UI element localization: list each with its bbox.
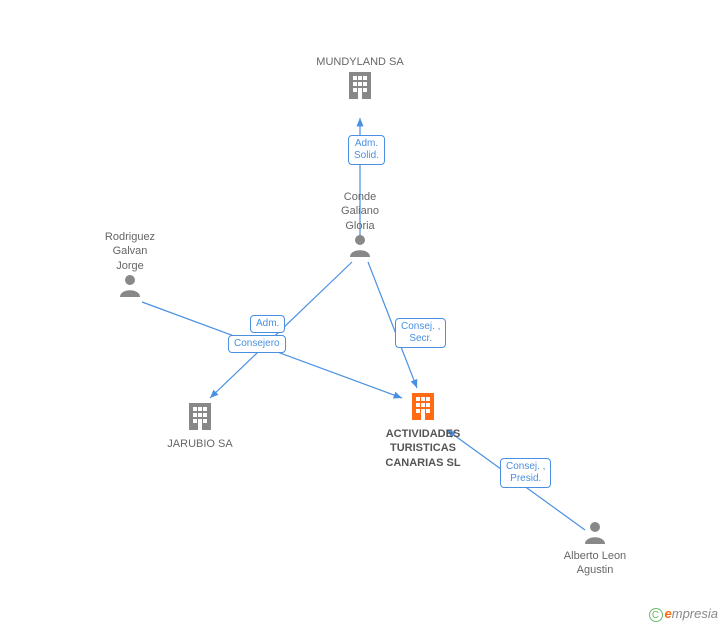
node-mundyland[interactable]: MUNDYLAND SA: [315, 55, 405, 106]
node-label-mundyland: MUNDYLAND SA: [315, 55, 405, 69]
node-label-actividades: ACTIVIDADES TURISTICAS CANARIAS SL: [378, 427, 468, 470]
building-icon: [346, 69, 374, 101]
footer-e: e: [665, 606, 672, 621]
node-label-alberto: Alberto Leon Agustin: [555, 549, 635, 578]
node-label-jarubio: JARUBIO SA: [160, 437, 240, 451]
footer-credit: Cempresia: [649, 606, 718, 622]
node-label-rodriguez: Rodriguez Galvan Jorge: [95, 230, 165, 273]
person-icon: [583, 520, 607, 544]
edge-label-rodriguez-actividades: Consejero: [228, 335, 286, 353]
node-rodriguez[interactable]: Rodriguez Galvan Jorge: [95, 230, 165, 302]
edge-label-conde-jarubio: Adm.: [250, 315, 285, 333]
building-icon: [186, 400, 214, 432]
node-actividades[interactable]: ACTIVIDADES TURISTICAS CANARIAS SL: [378, 390, 468, 470]
node-label-conde: Conde Galiano Gloria: [328, 190, 392, 233]
building-icon: [409, 390, 437, 422]
node-jarubio[interactable]: JARUBIO SA: [160, 400, 240, 451]
copyright-icon: C: [649, 608, 663, 622]
edge-label-conde-mundyland: Adm. Solid.: [348, 135, 385, 165]
diagram-canvas: Adm. Solid. Adm. Consej. , Secr. Conseje…: [0, 0, 728, 630]
node-alberto[interactable]: Alberto Leon Agustin: [555, 520, 635, 578]
person-icon: [348, 233, 372, 257]
footer-name: mpresia: [672, 606, 718, 621]
person-icon: [118, 273, 142, 297]
edge-label-conde-actividades: Consej. , Secr.: [395, 318, 446, 348]
edge-label-alberto-actividades: Consej. , Presid.: [500, 458, 551, 488]
node-conde[interactable]: Conde Galiano Gloria: [328, 190, 392, 262]
